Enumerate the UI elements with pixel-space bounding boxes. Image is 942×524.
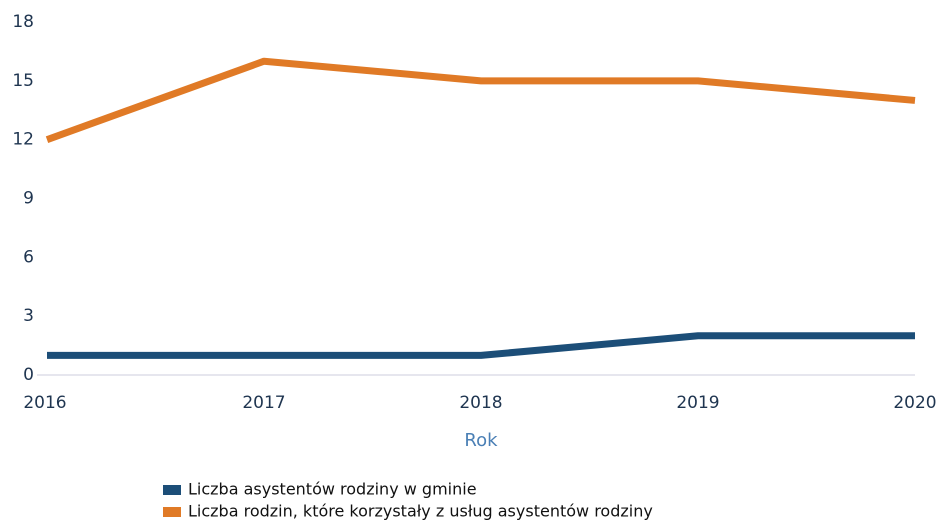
legend-swatch [163,485,181,495]
legend-text: Liczba asystentów rodziny w gminie [188,480,477,499]
y-tick-label: 12 [12,130,34,150]
x-tick-label: 2016 [23,393,66,413]
x-tick-label: 2019 [676,393,719,413]
y-tick-label: 9 [23,189,34,209]
series-line [47,332,915,359]
legend-swatch [163,507,181,517]
x-axis-title: Rok [464,430,498,451]
y-tick-label: 18 [12,12,34,32]
y-tick-label: 6 [23,247,34,267]
series-line [45,57,916,143]
x-tick-label: 2017 [242,393,285,413]
x-tick-label: 2020 [893,393,936,413]
legend-text: Liczba rodzin, które korzystały z usług … [188,502,653,521]
y-tick-label: 3 [23,306,34,326]
x-tick-label: 2018 [459,393,502,413]
y-tick-label: 0 [23,365,34,385]
y-tick-label: 15 [12,71,34,91]
